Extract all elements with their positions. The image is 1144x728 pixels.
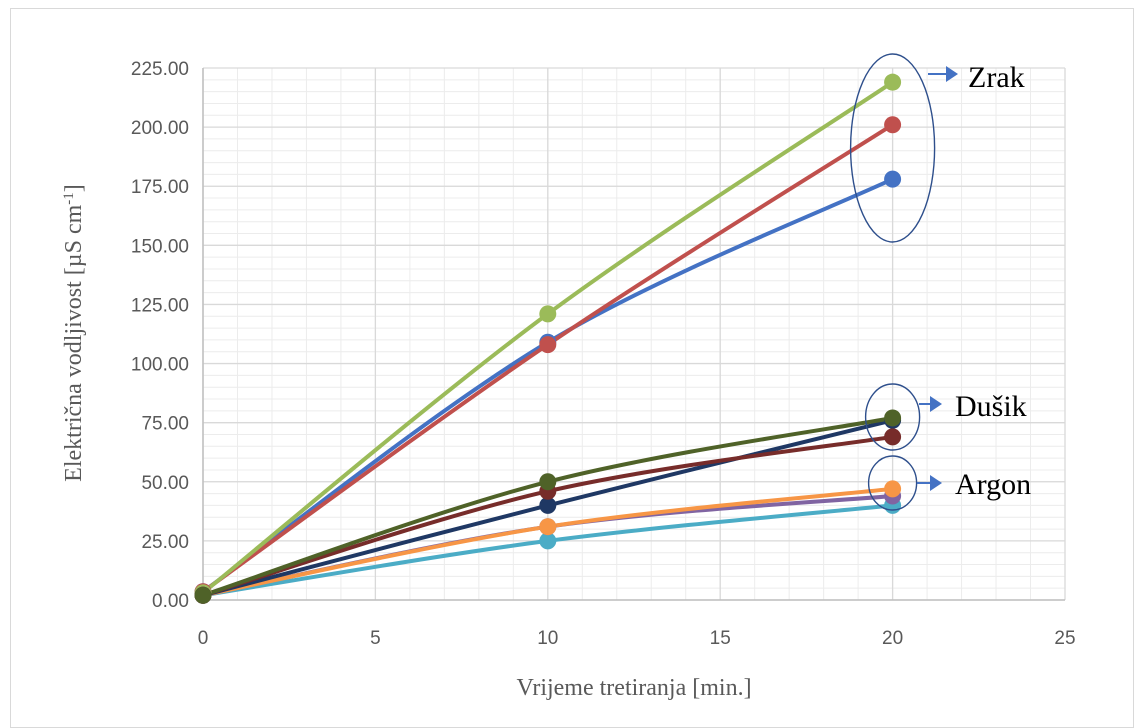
data-point <box>884 73 902 91</box>
line-chart: 0 5 10 15 20 25 0.00 25.00 50.00 75.00 100.00 125.0… <box>61 53 1076 701</box>
y-axis-title-end: ] <box>61 184 87 192</box>
x-tick-label: 0 <box>198 628 209 649</box>
grid <box>202 67 1066 601</box>
group-label: Dušik <box>955 390 1027 423</box>
y-axis-title: Električna vodljivost [µS cm-1] <box>61 184 87 482</box>
y-tick-label: 75.00 <box>141 414 189 435</box>
group-label: Argon <box>955 468 1031 501</box>
x-axis-title: Vrijeme tretiranja [min.] <box>516 675 751 701</box>
arrow-head <box>930 396 942 412</box>
y-tick-label: 175.00 <box>131 177 189 198</box>
x-tick-label: 10 <box>537 628 558 649</box>
annotation-layer: Zrak Dušik Argon <box>849 53 1031 511</box>
x-tick-label: 20 <box>882 628 903 649</box>
y-tick-label: 50.00 <box>141 473 189 494</box>
data-point <box>884 409 902 427</box>
x-tick-label: 5 <box>370 628 381 649</box>
data-point <box>539 336 557 354</box>
data-point <box>194 586 212 604</box>
group-ellipse <box>867 455 918 511</box>
chart-frame <box>10 8 1134 728</box>
x-tick-label: 25 <box>1054 628 1075 649</box>
data-point <box>539 496 557 514</box>
data-point <box>884 428 902 446</box>
axes: 0 5 10 15 20 25 0.00 25.00 50.00 75.00 100.00 125.0… <box>131 59 1076 649</box>
y-tick-label: 150.00 <box>131 236 189 257</box>
y-tick-label: 0.00 <box>152 591 189 612</box>
y-tick-label: 25.00 <box>141 532 189 553</box>
arrow-head <box>930 475 942 491</box>
data-point <box>884 480 902 498</box>
group-ellipse <box>849 53 936 243</box>
data-point <box>884 116 902 134</box>
y-axis-title-main: Električna vodljivost [µS cm <box>61 204 87 481</box>
group-label: Zrak <box>968 61 1025 94</box>
data-point <box>539 532 557 550</box>
y-tick-label: 225.00 <box>131 59 189 80</box>
data-point <box>539 473 557 491</box>
y-tick-label: 200.00 <box>131 118 189 139</box>
x-tick-label: 15 <box>710 628 731 649</box>
arrow-head <box>946 66 958 82</box>
data-point <box>884 170 902 188</box>
data-point <box>539 305 557 323</box>
y-axis-title-sup: -1 <box>61 192 77 205</box>
y-tick-label: 100.00 <box>131 355 189 376</box>
data-point <box>539 518 557 536</box>
group-ellipse <box>864 383 921 451</box>
y-tick-label: 125.00 <box>131 295 189 316</box>
